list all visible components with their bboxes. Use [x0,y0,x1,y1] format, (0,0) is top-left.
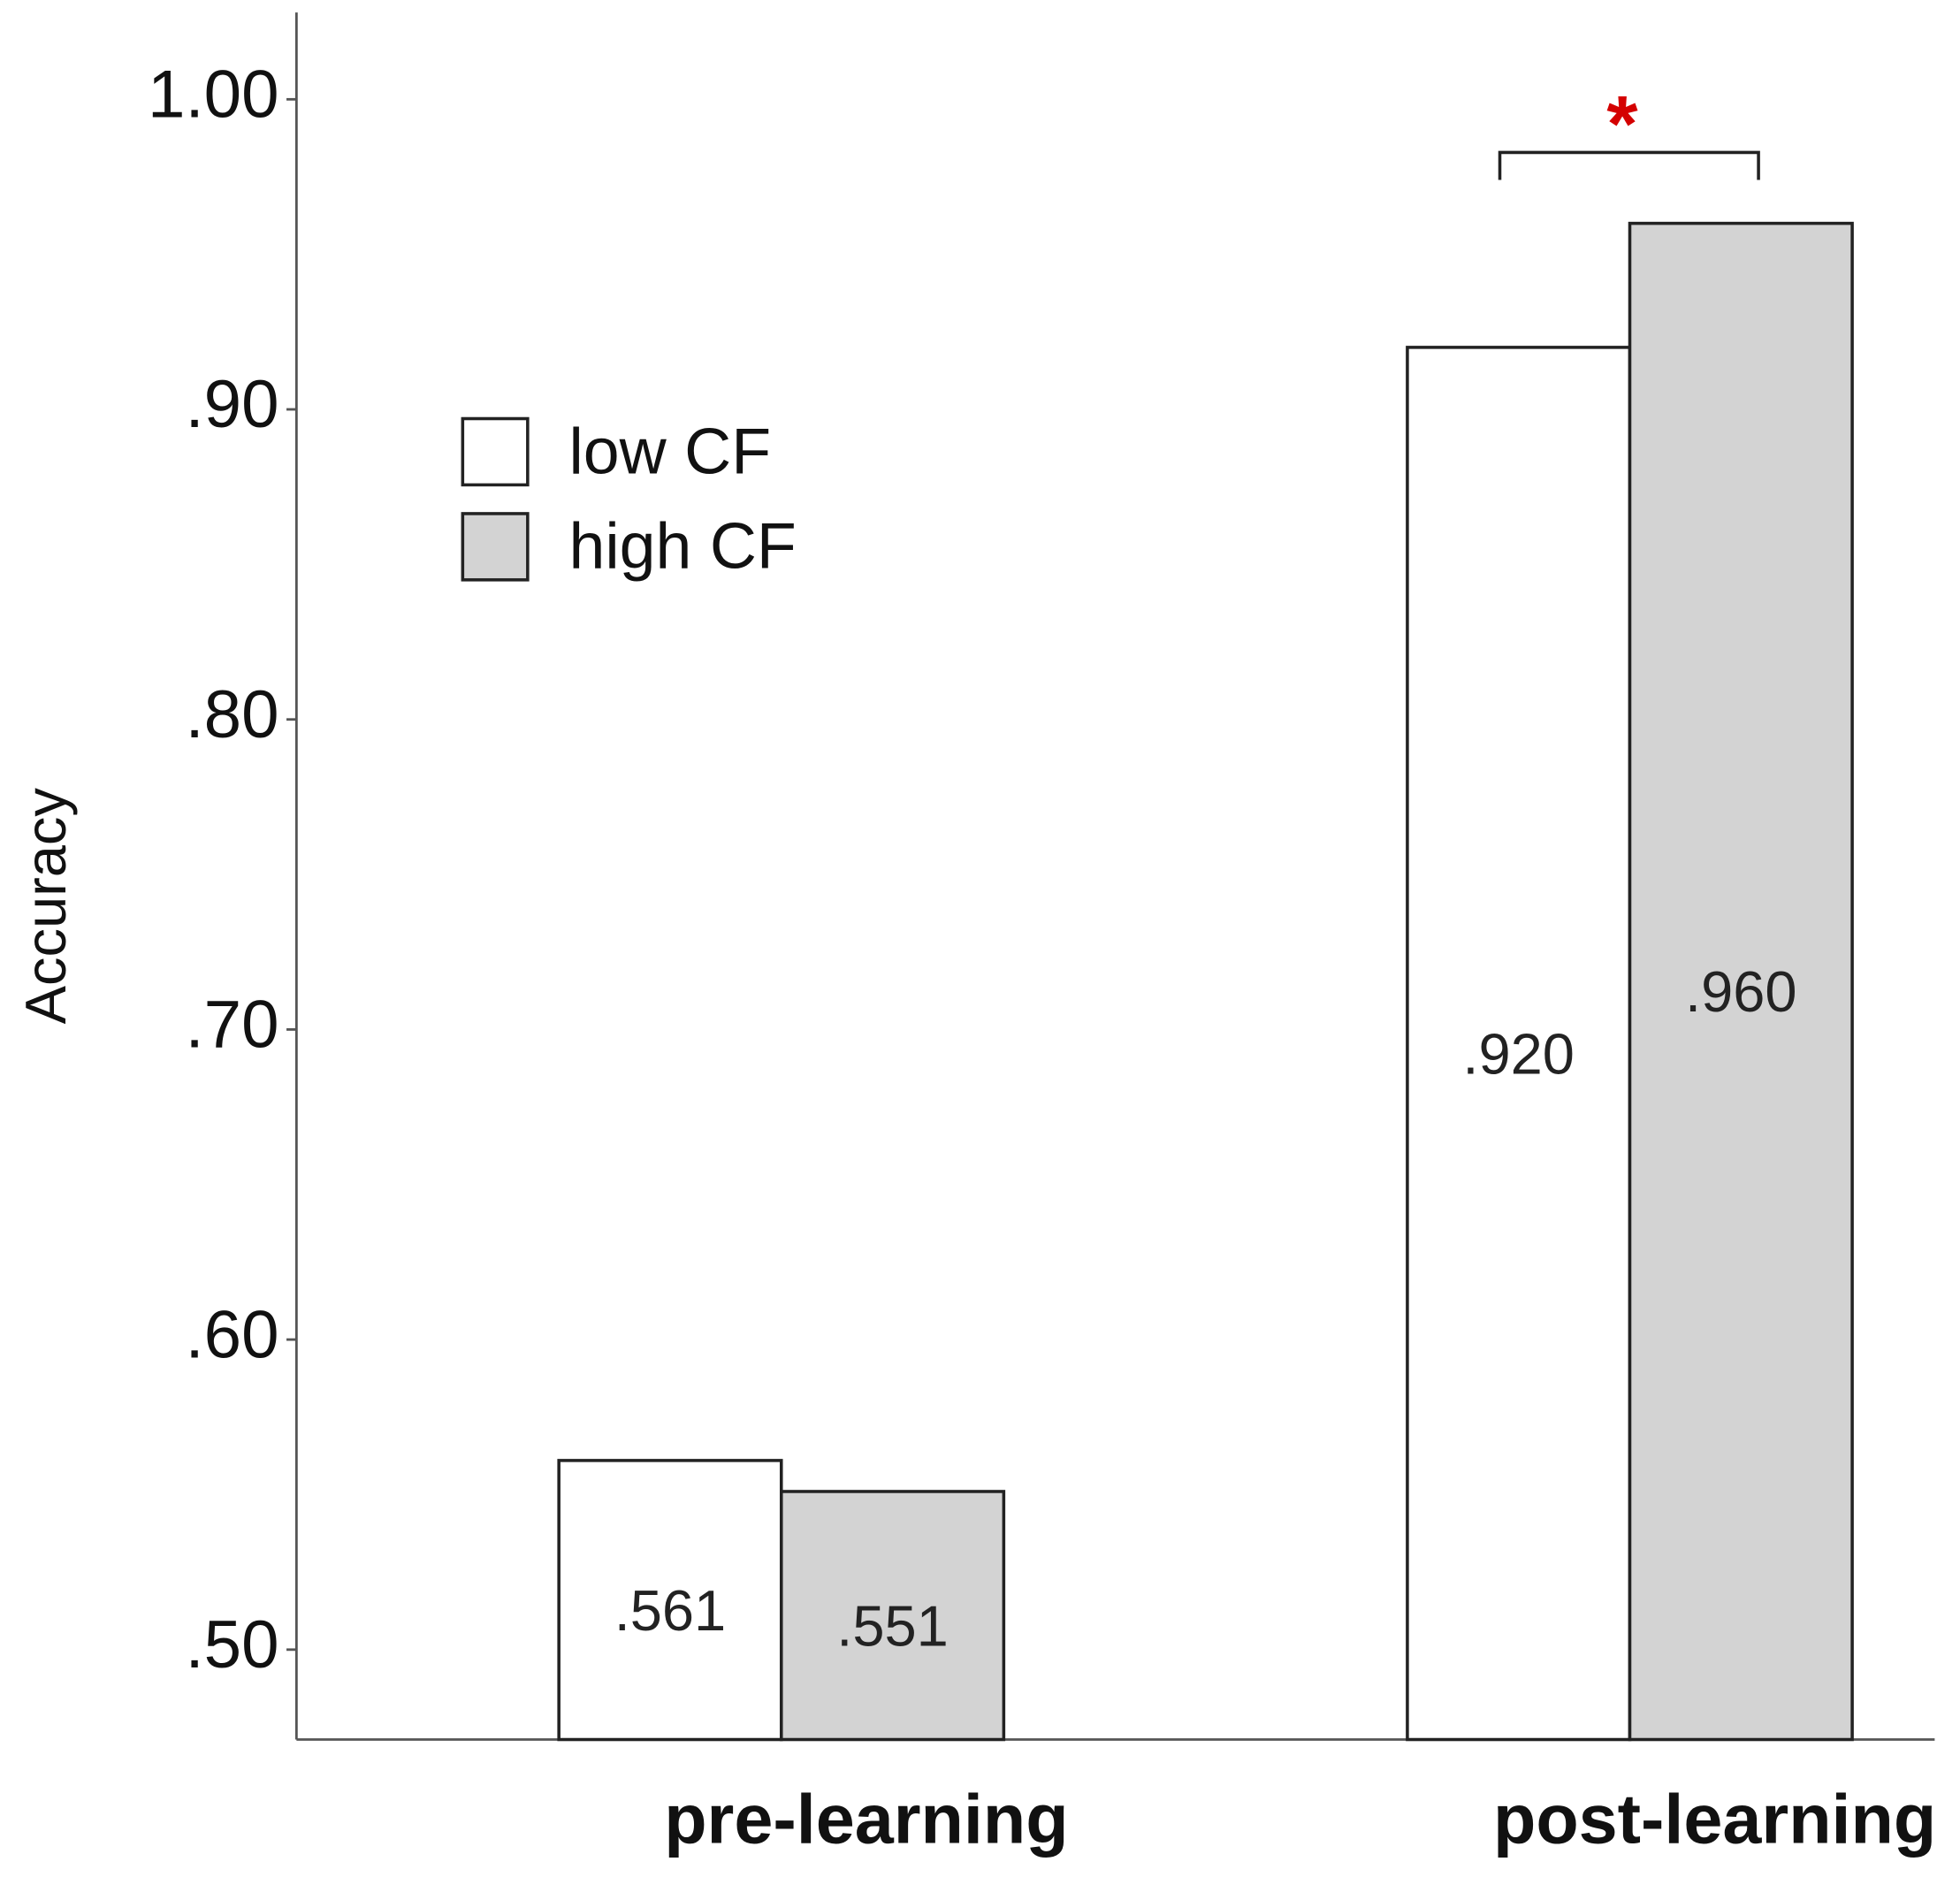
legend-swatch [461,416,530,487]
value-label: .960 [1685,959,1797,1024]
x-tick-label: post-learning [1493,1780,1936,1858]
bar [557,1459,783,1742]
y-tick-label: 1.00 [148,57,279,132]
legend-swatch [461,512,530,582]
y-tick-label: .90 [185,367,278,442]
significance-marker: * [1606,80,1638,169]
legend-label: high CF [568,509,796,583]
bar [1406,346,1632,1742]
bar [1628,221,1854,1742]
y-tick-label: .50 [185,1607,278,1682]
significance-bracket [1498,150,1760,180]
value-label: .920 [1462,1021,1575,1086]
x-tick-label: pre-learning [664,1780,1068,1858]
y-tick-label: .80 [185,677,278,752]
y-tick-label: .70 [185,988,278,1063]
value-label: .551 [836,1593,949,1658]
bar [779,1490,1006,1742]
legend-label: low CF [568,414,771,487]
y-tick-label: .60 [185,1297,278,1372]
value-label: .561 [614,1578,727,1643]
y-axis-label: Accuracy [13,788,78,1025]
